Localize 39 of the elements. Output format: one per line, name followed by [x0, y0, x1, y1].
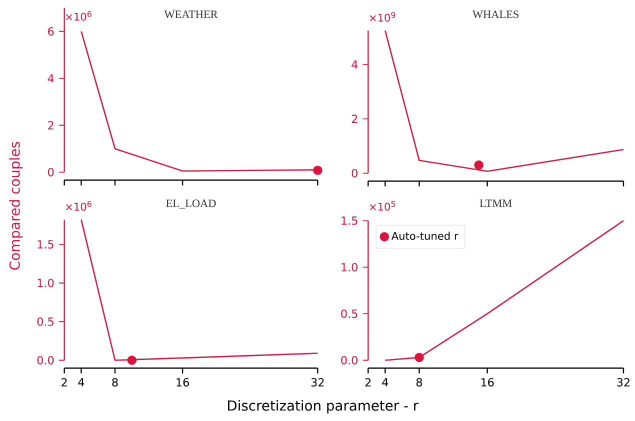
x-tick-label: 16 — [176, 378, 189, 387]
line-series — [384, 30, 624, 172]
x-tick-label: 4 — [382, 378, 388, 386]
chart-title: LTMM — [480, 200, 512, 208]
y-tick-label: 4 — [352, 60, 358, 69]
x-tick-label: 8 — [416, 378, 422, 387]
y-tick-label: 1.5 — [342, 216, 358, 226]
y-tick-label: 0.5 — [37, 318, 54, 326]
x-tick-label: 16 — [481, 378, 494, 387]
y-tick-label: 1.0 — [38, 278, 54, 288]
y-tick-label: 0.5 — [341, 310, 358, 318]
legend-label: Auto-tuned r — [391, 232, 458, 240]
annotation: ×10$^{6}$ — [66, 11, 92, 21]
text: ×10$^{5}$ — [370, 201, 396, 211]
y-axis-title: Compared couples — [9, 142, 23, 270]
x-tick-label: 2 — [365, 378, 371, 387]
text: ×10$^{6}$ — [66, 201, 92, 211]
y-tick-label: 1.5 — [38, 240, 54, 249]
text: ×10$^{9}$ — [370, 12, 396, 22]
y-tick-label: 0.0 — [37, 356, 54, 365]
y-tick-label: 0.0 — [341, 356, 358, 365]
y-tick-label: 4 — [48, 74, 54, 83]
y-tick-label: 2 — [352, 114, 358, 124]
line-series — [80, 219, 318, 362]
y-tick-label: 6 — [48, 27, 54, 36]
y-tick-label: 1.0 — [342, 263, 358, 272]
x-tick-label: 32 — [617, 378, 630, 387]
x-axis-title: Discretization parameter - r — [228, 400, 419, 414]
x-tick-label: 8 — [112, 378, 118, 387]
chart-title: WHALES — [472, 10, 518, 18]
chart-title: WEATHER — [164, 10, 218, 18]
x-tick-label: 2 — [62, 378, 67, 387]
line-series — [384, 220, 624, 362]
x-tick-label: 4 — [78, 378, 84, 386]
y-tick-label: 0 — [48, 168, 54, 177]
y-tick-label: 2 — [48, 121, 54, 130]
y-tick-label: 0 — [352, 169, 358, 178]
chart-title: EL_LOAD — [166, 200, 216, 209]
x-tick-label: 32 — [311, 378, 324, 387]
